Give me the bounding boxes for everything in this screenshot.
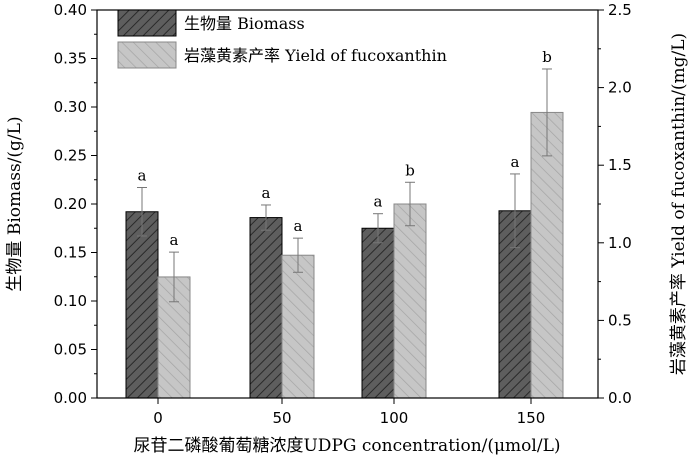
x-tick-label: 0 xyxy=(153,409,163,427)
y-left-tick-label: 0.40 xyxy=(54,1,87,19)
y-left-tick-label: 0.05 xyxy=(54,341,87,359)
significance-label: a xyxy=(138,167,147,185)
y-axis-right-title: 岩藻黄素产率 Yield of fucoxanthin/(mg/L) xyxy=(669,33,689,375)
legend-label-fucoxanthin: 岩藻黄素产率 Yield of fucoxanthin xyxy=(184,46,447,65)
significance-label: b xyxy=(405,161,415,179)
legend-swatch-fucoxanthin xyxy=(117,41,177,69)
right-axis: 0.0 0.5 1.0 1.5 2.0 2.5 xyxy=(598,1,632,407)
legend: 生物量 Biomass 岩藻黄素产率 Yield of fucoxanthin xyxy=(117,9,447,69)
plot-marks: a a a a a a b b xyxy=(125,48,564,399)
significance-label: b xyxy=(542,48,552,66)
bar-biomass xyxy=(249,217,283,399)
y-left-tick-label: 0.00 xyxy=(54,389,87,407)
significance-label: a xyxy=(374,193,383,211)
legend-label-biomass: 生物量 Biomass xyxy=(184,14,305,33)
y-left-tick-label: 0.15 xyxy=(54,244,87,262)
y-right-tick-label: 2.0 xyxy=(608,79,632,97)
y-left-tick-label: 0.20 xyxy=(54,195,87,213)
bar-biomass xyxy=(125,211,159,399)
significance-label: a xyxy=(294,217,303,235)
x-axis-title: 尿苷二磷酸葡萄糖浓度UDPG concentration/(μmol/L) xyxy=(133,436,560,456)
y-left-tick-label: 0.30 xyxy=(54,98,87,116)
bar-biomass xyxy=(361,227,395,399)
y-left-tick-label: 0.35 xyxy=(54,50,87,68)
bar-fucoxanthin xyxy=(281,254,315,399)
x-tick-label: 100 xyxy=(380,409,409,427)
y-right-tick-label: 0.5 xyxy=(608,311,632,329)
bar-fucoxanthin xyxy=(393,203,427,399)
legend-swatch-biomass xyxy=(117,9,177,37)
y-left-tick-label: 0.10 xyxy=(54,292,87,310)
y-axis-left-title: 生物量 Biomass/(g/L) xyxy=(5,116,25,291)
left-axis: 0.00 0.05 0.10 0.15 0.20 0.25 0.30 0.35 0.40 xyxy=(54,1,97,407)
significance-label: a xyxy=(170,231,179,249)
y-right-tick-label: 1.5 xyxy=(608,156,632,174)
x-tick-label: 150 xyxy=(517,409,546,427)
significance-label: a xyxy=(511,153,520,171)
y-right-tick-label: 0.0 xyxy=(608,389,632,407)
x-tick-label: 50 xyxy=(272,409,291,427)
y-right-tick-label: 1.0 xyxy=(608,234,632,252)
y-right-tick-label: 2.5 xyxy=(608,1,632,19)
x-axis: 0 50 100 150 xyxy=(153,398,545,427)
significance-label: a xyxy=(262,184,271,202)
y-left-tick-label: 0.25 xyxy=(54,147,87,165)
